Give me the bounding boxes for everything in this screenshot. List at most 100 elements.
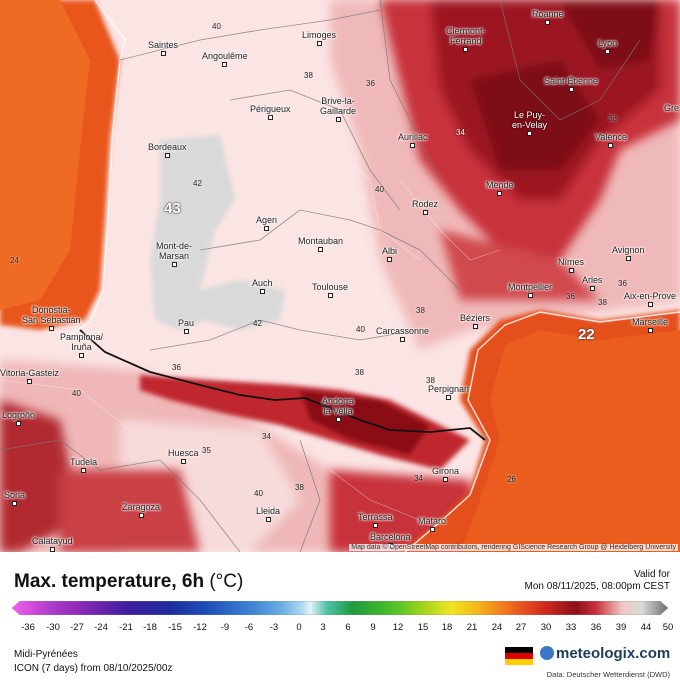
scale-tick: 39 <box>615 622 627 633</box>
scale-tick: 21 <box>466 622 478 633</box>
scale-tick: -9 <box>220 622 230 633</box>
temp-value: 40 <box>72 389 81 398</box>
city-label: Saint-Étienne <box>544 76 598 92</box>
data-source: Data: Deutscher Wetterdienst (DWD) <box>546 670 670 679</box>
scale-tick: 50 <box>662 622 674 633</box>
city-label: Aurillac <box>398 132 428 148</box>
temp-value: 35 <box>202 446 211 455</box>
city-label: Andorra la Vella <box>322 396 354 422</box>
scale-tick: -24 <box>94 622 108 633</box>
temp-value: 34 <box>414 474 423 483</box>
temp-value: 38 <box>608 114 617 123</box>
city-label: Donostia- San Sebastián <box>22 305 81 331</box>
scale-tick: 0 <box>296 622 302 633</box>
scale-tick: 18 <box>441 622 453 633</box>
city-label: Marseille <box>632 317 668 333</box>
temp-value: 38 <box>304 71 313 80</box>
city-label: Calatayud <box>32 536 73 552</box>
temperature-map[interactable]: Saintes Angoulême Limoges Clermont- Ferr… <box>0 0 680 552</box>
temp-value: 38 <box>295 483 304 492</box>
city-label: Pamplona/ Iruña <box>60 332 103 358</box>
scale-tick: -3 <box>269 622 279 633</box>
brand-logo[interactable]: meteologix.com <box>540 645 670 662</box>
city-label: Montpellier <box>508 282 552 298</box>
temp-value: 34 <box>456 128 465 137</box>
grey-area <box>150 135 285 330</box>
city-label: Roanne <box>532 9 564 25</box>
scale-tick: -36 <box>21 622 35 633</box>
mediterranean-sea-inner <box>460 330 680 552</box>
city-label: Soria <box>4 490 25 506</box>
temp-value: 38 <box>598 298 607 307</box>
city-label: Arles <box>582 275 603 291</box>
city-label: Le Puy- en-Velay <box>512 110 547 136</box>
scale-tick: 6 <box>345 622 351 633</box>
min-value-label: 22 <box>578 326 595 343</box>
city-label: Huesca <box>168 448 199 464</box>
temp-value: 40 <box>375 185 384 194</box>
city-label: Pau <box>178 318 194 334</box>
atlantic-sea-inner <box>0 0 90 310</box>
max-value-label: 43 <box>164 200 181 217</box>
temp-value: 24 <box>10 256 19 265</box>
temp-value: 40 <box>212 22 221 31</box>
temp-value: 38 <box>426 376 435 385</box>
city-label: Logroño <box>2 410 35 426</box>
color-scale-bar <box>12 601 668 615</box>
temp-value: 38 <box>355 368 364 377</box>
city-label: Agen <box>256 215 277 231</box>
scale-tick: -15 <box>168 622 182 633</box>
scale-tick: -18 <box>143 622 157 633</box>
city-label: Albi <box>382 246 397 262</box>
scale-tick: -6 <box>244 622 254 633</box>
temp-value: 36 <box>566 292 575 301</box>
region-borders <box>0 0 641 552</box>
hot-zones <box>0 0 680 552</box>
temp-value: 40 <box>254 489 263 498</box>
city-label: Lleida <box>256 506 280 522</box>
city-label: Lyon <box>598 38 617 54</box>
model-info: ICON (7 days) from 08/10/2025/00z <box>14 663 173 674</box>
region-name: Midi-Pyrénées <box>14 649 78 660</box>
scale-tick: -30 <box>46 622 60 633</box>
city-label: Toulouse <box>312 282 348 298</box>
temp-value: 34 <box>262 432 271 441</box>
valid-date: Mon 08/11/2025, 08:00pm CEST <box>524 581 670 592</box>
scale-tick: 15 <box>417 622 429 633</box>
scale-tick: -27 <box>70 622 84 633</box>
city-label: Terrassa <box>358 512 393 528</box>
city-label: Auch <box>252 278 273 294</box>
national-border <box>79 329 486 441</box>
city-label: Avignon <box>612 245 644 261</box>
city-label: Mataró <box>418 516 446 532</box>
chart-title: Max. temperature, 6h (°C) <box>14 571 244 592</box>
city-label: Angoulême <box>202 51 248 67</box>
city-label: Bordeaux <box>148 142 187 158</box>
valid-label: Valid for <box>634 569 670 580</box>
city-label: Brive-la- Gaillarde <box>320 96 356 122</box>
temp-value: 36 <box>172 363 181 372</box>
city-label: Girona <box>432 466 459 482</box>
city-label: Béziers <box>460 313 490 329</box>
scale-tick: -21 <box>119 622 133 633</box>
map-attribution[interactable]: Map data © OpenStreetMap contributors, r… <box>349 544 678 551</box>
scale-tick: 33 <box>565 622 577 633</box>
temp-value: 42 <box>193 179 202 188</box>
city-label: Zaragoza <box>122 502 160 518</box>
city-label: Saintes <box>148 40 178 56</box>
globe-icon <box>540 646 554 660</box>
map-canvas <box>0 0 680 552</box>
scale-tick: -12 <box>193 622 207 633</box>
temp-value: 36 <box>366 79 375 88</box>
city-label: Perpignan <box>428 384 469 400</box>
city-label: Clermont- Ferrand <box>446 26 486 52</box>
city-label: Tudela <box>70 457 97 473</box>
city-label: Aix-en-Prove <box>624 291 676 307</box>
city-label: Montauban <box>298 236 343 252</box>
scale-tick: 36 <box>590 622 602 633</box>
city-label: Périgueux <box>250 104 291 120</box>
temp-value: 26 <box>507 475 516 484</box>
germany-flag-icon <box>505 647 533 665</box>
contour-lines <box>0 139 501 521</box>
temp-value: 42 <box>253 319 262 328</box>
